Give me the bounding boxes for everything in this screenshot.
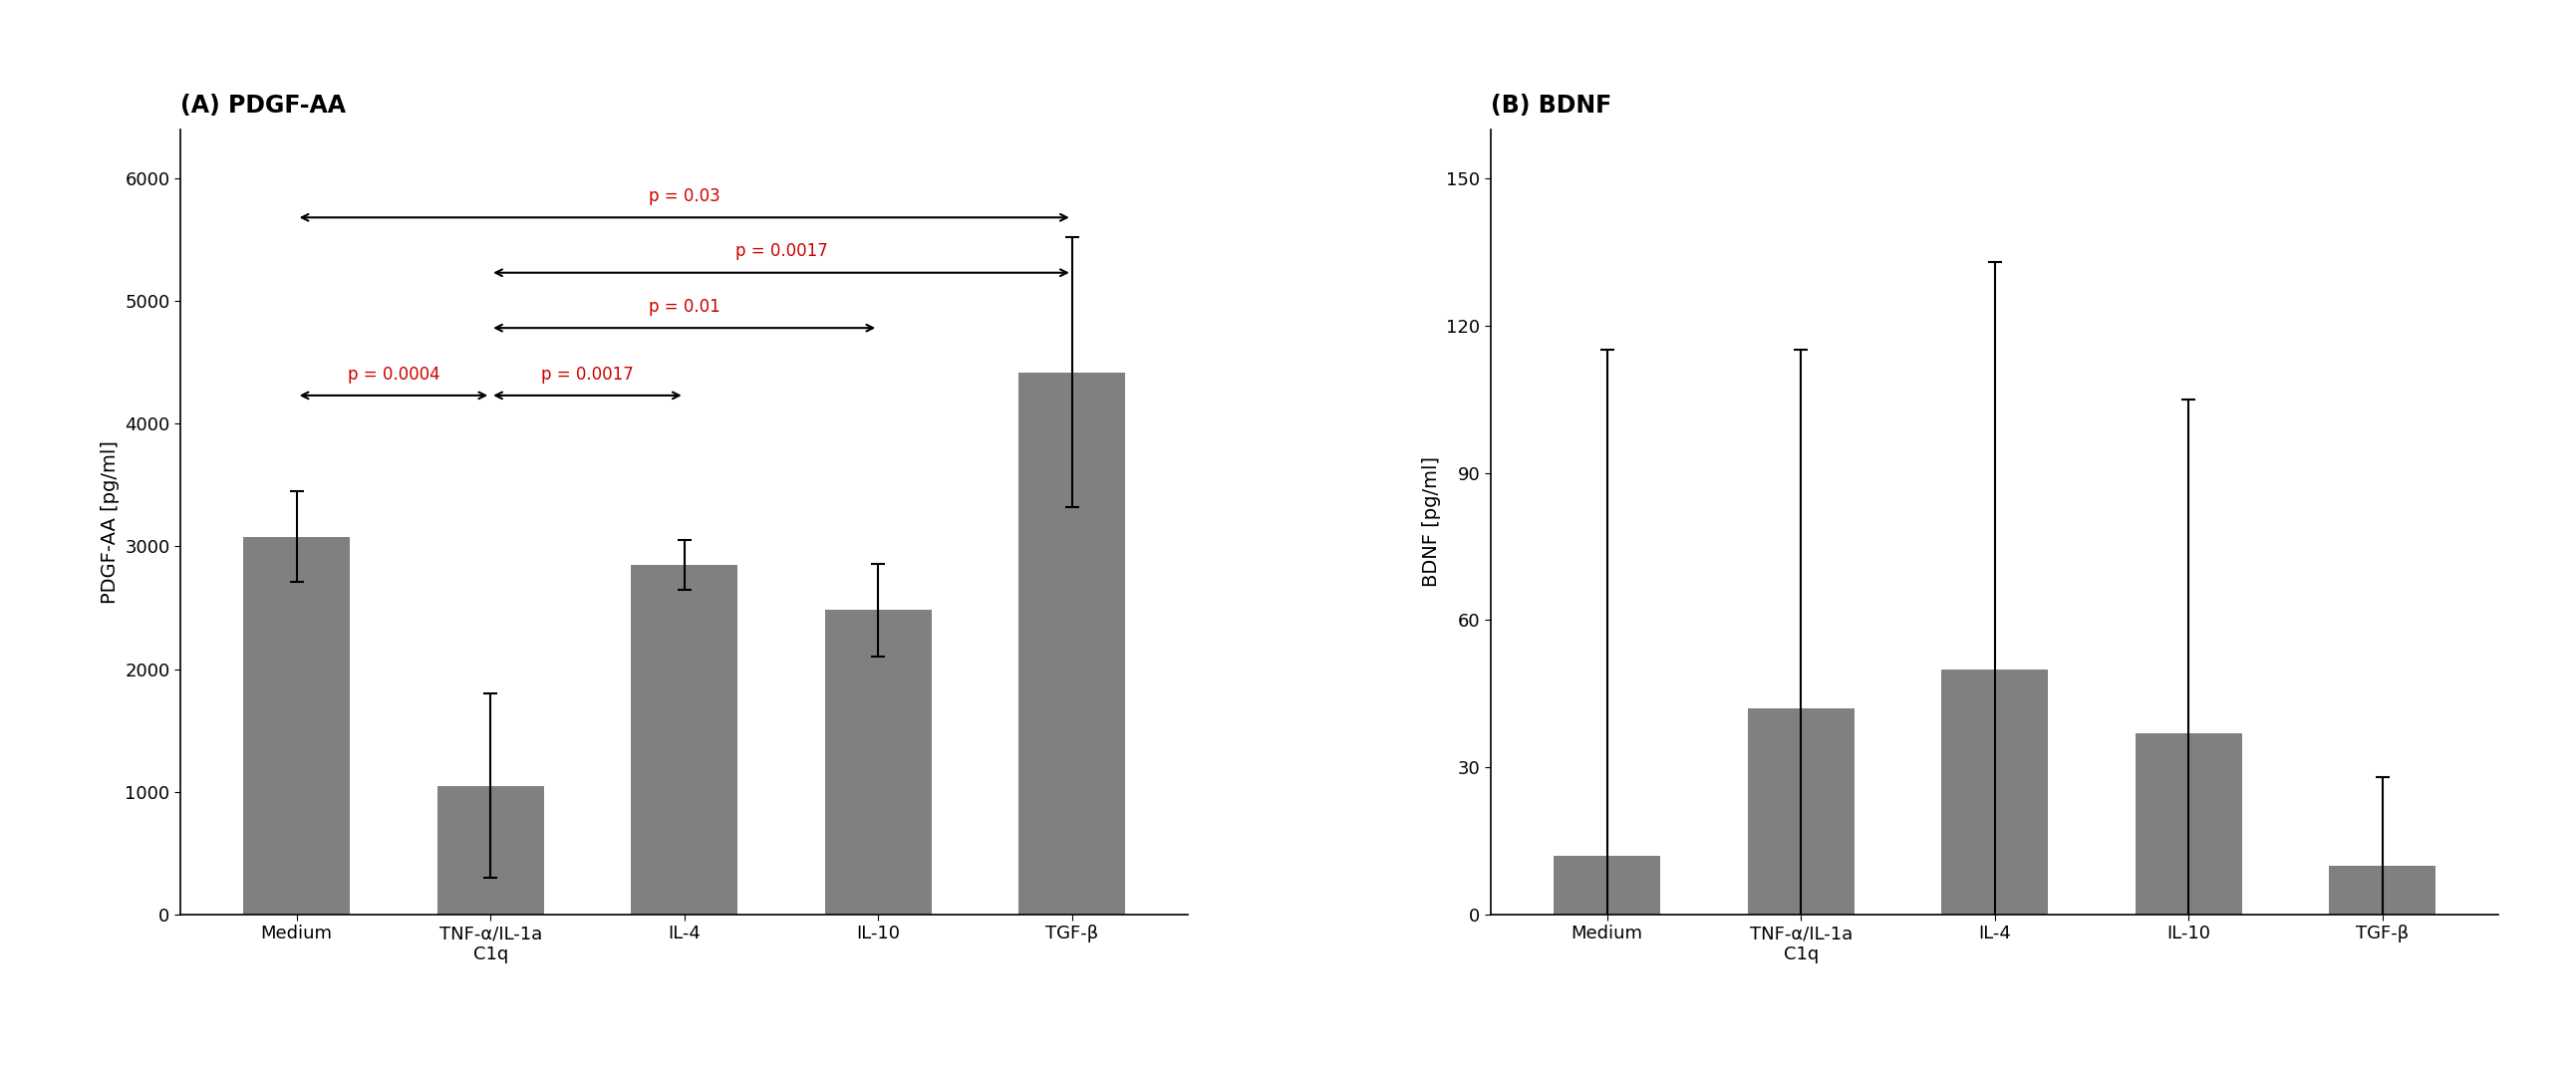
Y-axis label: PDGF-AA [pg/ml]: PDGF-AA [pg/ml]: [100, 440, 118, 604]
Bar: [824, 610, 933, 915]
Y-axis label: BDNF [pg/ml]: BDNF [pg/ml]: [1422, 456, 1440, 587]
Text: p = 0.01: p = 0.01: [649, 298, 721, 315]
Bar: [1942, 669, 2048, 915]
Bar: [242, 537, 350, 915]
Bar: [1553, 855, 1662, 915]
Text: p = 0.0017: p = 0.0017: [541, 365, 634, 383]
Text: p = 0.03: p = 0.03: [649, 187, 721, 206]
Bar: [1018, 372, 1126, 915]
Text: p = 0.0017: p = 0.0017: [734, 242, 827, 260]
Bar: [2329, 865, 2437, 915]
Text: p = 0.0004: p = 0.0004: [348, 365, 440, 383]
Bar: [2136, 733, 2241, 915]
Bar: [1747, 708, 1855, 915]
Text: (B) BDNF: (B) BDNF: [1492, 94, 1613, 117]
Bar: [438, 785, 544, 915]
Text: (A) PDGF-AA: (A) PDGF-AA: [180, 94, 345, 117]
Bar: [631, 565, 737, 915]
